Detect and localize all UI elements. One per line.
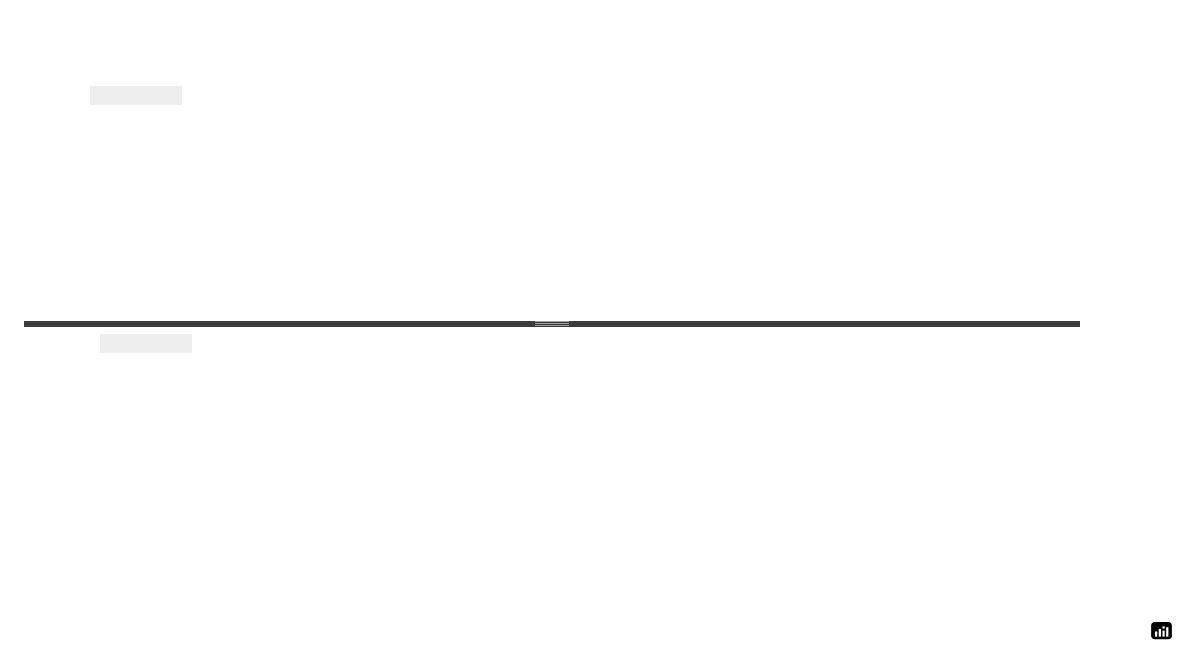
bottom-panel-legend xyxy=(100,334,192,353)
bloomberg-terminal-icon xyxy=(1151,622,1172,640)
legend-item-asset-manager-net[interactable] xyxy=(150,90,168,101)
top-right-axis-title xyxy=(1141,83,1163,323)
top-panel-legend xyxy=(90,86,182,105)
separator-drag-handle[interactable] xyxy=(535,321,569,327)
bottom-right-axis-title xyxy=(1141,323,1163,563)
legend-item-hedge-fund-weekly[interactable] xyxy=(160,338,178,349)
hedge-fund-weekly-swatch-icon xyxy=(160,338,171,349)
top-left-axis-title xyxy=(21,83,43,323)
panel-separator xyxy=(24,321,1080,327)
asset-manager-weekly-swatch-icon xyxy=(108,338,119,349)
bloomberg-branding xyxy=(1142,622,1172,641)
asset-manager-net-swatch-icon xyxy=(150,90,161,101)
hedge-fund-net-swatch-icon xyxy=(98,90,109,101)
legend-item-asset-manager-weekly[interactable] xyxy=(108,338,126,349)
legend-item-hedge-fund-net[interactable] xyxy=(98,90,116,101)
